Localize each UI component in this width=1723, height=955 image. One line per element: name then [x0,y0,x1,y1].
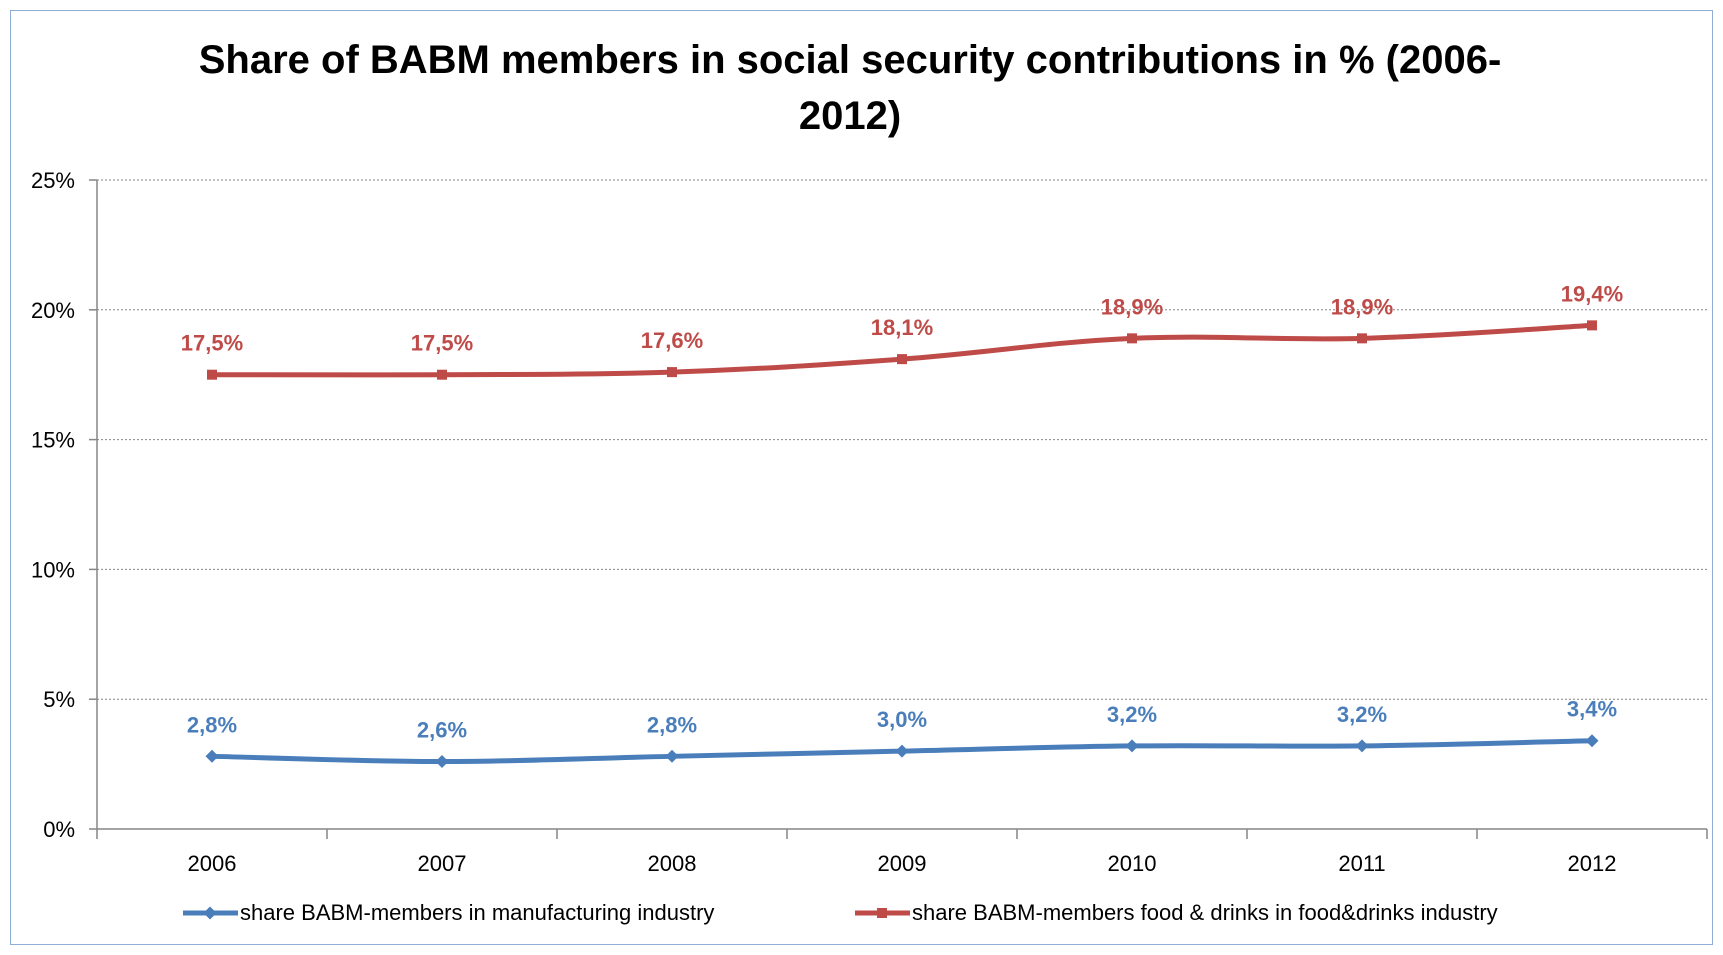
data-labels: 2,8% 2,6% 2,8% 3,0% 3,2% 3,2% 3,4% 17,5% 17,5% 17… [181,281,1623,742]
legend-label: share BABM-members in manufacturing indu… [240,900,714,925]
y-tick-label: 20% [31,298,75,323]
x-tick-label: 2011 [1338,851,1385,876]
data-label: 3,0% [877,707,927,732]
data-label: 2,8% [187,712,237,737]
y-tick-label: 5% [43,687,75,712]
data-point [1127,333,1137,344]
legend-item-1: share BABM-members in manufacturing indu… [183,900,714,925]
data-point [207,369,217,380]
data-point [1587,320,1597,331]
data-label: 2,6% [417,718,467,743]
y-tick-label: 25% [31,168,75,193]
legend-label: share BABM-members food & drinks in food… [912,900,1498,925]
data-label: 18,9% [1101,294,1163,319]
data-point [667,367,677,378]
legend-marker [877,908,887,918]
legend: share BABM-members in manufacturing indu… [183,900,1498,925]
series-2 [207,320,1597,380]
data-label: 3,4% [1567,697,1617,722]
series [205,320,1599,769]
x-tick-label: 2006 [188,851,237,876]
data-point [1585,734,1599,748]
data-point [435,755,449,769]
y-tick-label: 15% [31,428,75,453]
data-point [205,749,219,763]
y-tick-label: 10% [31,557,75,582]
data-point [665,749,679,763]
gridlines [97,179,1707,700]
chart-title: Share of BABM members in social security… [150,32,1550,144]
x-tick-label: 2007 [418,851,467,876]
data-point [1355,739,1369,753]
x-tick-label: 2010 [1108,851,1157,876]
chart-title-line-2: 2012) [798,94,902,138]
data-label: 18,1% [871,315,933,340]
data-point [1125,739,1139,753]
data-label: 3,2% [1107,702,1157,727]
x-tick-label: 2012 [1568,851,1617,876]
data-label: 2,8% [647,712,697,737]
data-point [897,354,907,365]
x-tick-label: 2008 [648,851,697,876]
chart-title-line-1: Share of BABM members in social security… [198,38,1502,82]
data-label: 17,5% [181,331,243,356]
data-point [1357,333,1367,344]
data-point [895,744,909,758]
legend-marker [203,906,217,920]
data-label: 18,9% [1331,294,1393,319]
data-label: 3,2% [1337,702,1387,727]
data-label: 17,6% [641,328,703,353]
axes: 0% 5% 10% 15% 20% 25% 2006 2007 2008 2009 2010 2011… [31,168,1708,876]
x-tick-label: 2009 [878,851,927,876]
legend-item-2: share BABM-members food & drinks in food… [855,900,1498,925]
series-1 [205,734,1599,769]
chart-frame [10,10,1713,945]
y-tick-label: 0% [43,817,75,842]
data-label: 19,4% [1561,281,1623,306]
data-point [437,369,447,380]
data-label: 17,5% [411,331,473,356]
